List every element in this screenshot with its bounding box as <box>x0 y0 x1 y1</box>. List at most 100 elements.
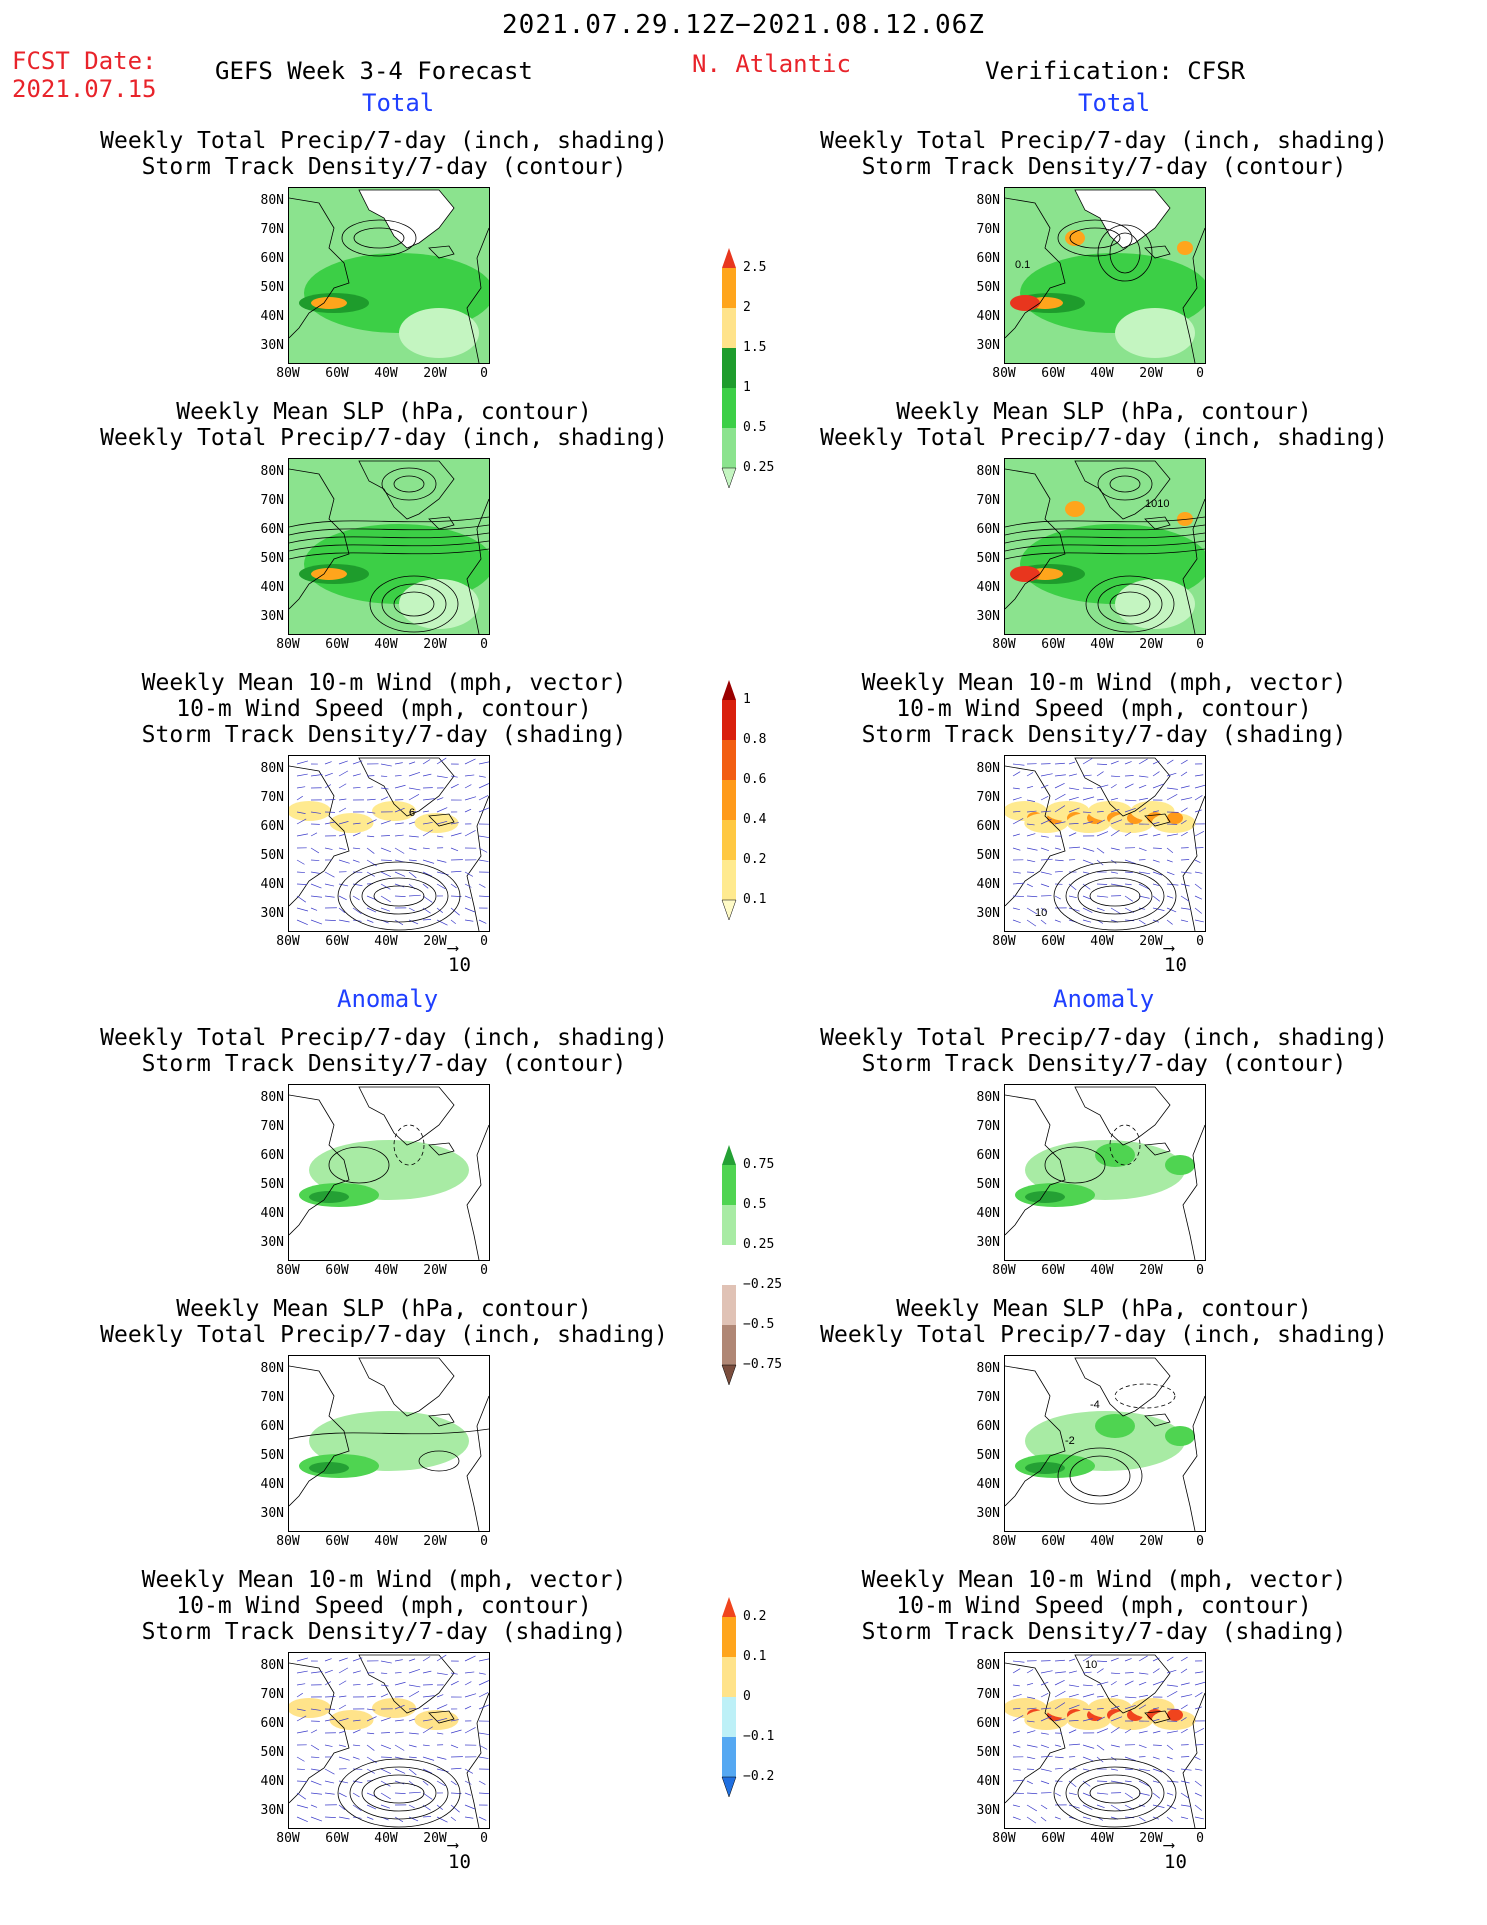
contour-label: 10 <box>1035 907 1047 919</box>
lon-tick-label: 60W <box>325 1534 349 1549</box>
reference-vector: ⟶ 10 <box>1164 1835 1187 1874</box>
wind-vector <box>1040 835 1049 838</box>
isobar-line <box>289 540 489 552</box>
wind-vector <box>310 1729 318 1734</box>
wind-vector <box>1054 847 1061 850</box>
wind-vector <box>1012 895 1025 897</box>
lat-tick-label: 80N <box>260 193 284 208</box>
wind-vector <box>394 784 406 789</box>
lon-tick-label: 60W <box>1041 637 1065 652</box>
wind-vector <box>394 1792 406 1794</box>
wind-vector <box>1194 1728 1205 1734</box>
panel-title-line: Storm Track Density/7-day (contour) <box>141 1051 627 1077</box>
map-plot <box>289 1085 489 1260</box>
storm-density-region <box>372 801 416 821</box>
lon-tick-label: 40W <box>1090 1831 1114 1846</box>
lat-tick-label: 80N <box>976 761 1000 776</box>
isobar-line <box>1109 591 1151 617</box>
wind-vector <box>478 1672 486 1675</box>
wind-vector <box>1096 819 1106 825</box>
contour-label: 6 <box>409 807 415 819</box>
wind-vector <box>296 1708 306 1711</box>
anom-slp-precip-right-map: -4 -2 <box>1004 1355 1206 1532</box>
lon-tick-label: 60W <box>1041 1831 1065 1846</box>
wind-vector <box>338 919 350 923</box>
wind-vector <box>394 847 405 854</box>
colorbar-label: 0.4 <box>743 812 767 827</box>
wind-vector <box>1194 1671 1204 1674</box>
reference-arrow-icon: ⟶ <box>1164 1835 1174 1854</box>
wind-vector <box>1026 1756 1036 1760</box>
wind-vector <box>1068 1804 1080 1809</box>
wind-vector <box>450 1767 462 1770</box>
wind-vector <box>1124 807 1136 813</box>
wind-vector <box>380 859 392 861</box>
lon-tick-label: 0 <box>480 1263 488 1278</box>
wind-vector <box>1180 1816 1189 1819</box>
wind-vector <box>1026 1816 1037 1824</box>
wind-vector <box>352 1684 361 1686</box>
lon-tick-label: 0 <box>1196 637 1204 652</box>
wind-vector <box>310 1816 323 1822</box>
wind-vector <box>1138 1730 1148 1734</box>
colorbar-segment <box>722 780 736 820</box>
lat-tick-label: 40N <box>260 1206 284 1221</box>
wind-vector <box>1026 833 1036 837</box>
wind-vector <box>1012 1804 1021 1808</box>
wind-vector <box>1012 882 1025 885</box>
wind-vector <box>422 1719 433 1722</box>
wind-vector <box>1124 1680 1134 1686</box>
wind-vector <box>380 1756 392 1758</box>
total-slp-precip-left-map <box>288 458 490 635</box>
wind-vector <box>1138 758 1148 765</box>
wind-vector <box>1124 883 1132 886</box>
map-plot: 1010 <box>1005 459 1205 634</box>
lat-tick-label: 30N <box>260 906 284 921</box>
wind-speed-contour <box>349 1766 449 1820</box>
wind-vector <box>1040 907 1048 913</box>
wind-vector <box>1152 1707 1159 1710</box>
wind-vector <box>436 1780 446 1787</box>
map-plot: 10 <box>1005 756 1205 931</box>
wind-vector <box>422 1707 429 1710</box>
wind-vector <box>1180 785 1190 789</box>
wind-vector <box>352 832 361 837</box>
lon-tick-label: 20W <box>423 1534 447 1549</box>
wind-vector <box>1068 846 1080 849</box>
lon-tick-label: 60W <box>1041 934 1065 949</box>
lat-tick-label: 70N <box>976 790 1000 805</box>
wind-vector <box>296 1715 307 1722</box>
wind-vector <box>1068 832 1077 837</box>
lon-tick-label: 40W <box>1090 934 1114 949</box>
wind-vector <box>1012 1707 1021 1710</box>
wind-vector <box>338 760 348 765</box>
panel-title-line: Weekly Mean 10-m Wind (mph, vector) <box>141 670 627 696</box>
wind-vector <box>324 821 336 825</box>
wind-vector <box>1054 1659 1065 1662</box>
wind-vector <box>1054 895 1061 900</box>
wind-vector <box>394 775 402 777</box>
wind-vector <box>1054 1744 1061 1747</box>
wind-vector <box>408 1732 419 1735</box>
colorbar-segment <box>722 1205 736 1245</box>
reference-vector: ⟶ 10 <box>448 940 471 977</box>
wind-vector <box>352 822 361 825</box>
wind-vector <box>1012 818 1024 825</box>
lon-tick-label: 40W <box>374 934 398 949</box>
wind-vector <box>408 1768 417 1776</box>
wind-vector <box>1166 1691 1178 1698</box>
lon-tick-label: 60W <box>325 1263 349 1278</box>
lat-tick-label: 50N <box>976 280 1000 295</box>
wind-vector <box>1026 1720 1035 1723</box>
wind-vector <box>422 859 435 864</box>
wind-vector <box>408 907 415 912</box>
wind-vector <box>338 883 349 887</box>
total-slp-precip-right-title: Weekly Mean SLP (hPa, contour) Weekly Tot… <box>744 399 1464 451</box>
wind-vector <box>296 883 308 885</box>
storm-density-region <box>289 1698 331 1718</box>
wind-vector <box>1012 847 1021 851</box>
wind-vector <box>1152 1657 1160 1662</box>
wind-vector <box>310 919 323 925</box>
panel-title-line: 10-m Wind Speed (mph, contour) <box>896 1593 1312 1619</box>
wind-vector <box>1110 1657 1119 1662</box>
